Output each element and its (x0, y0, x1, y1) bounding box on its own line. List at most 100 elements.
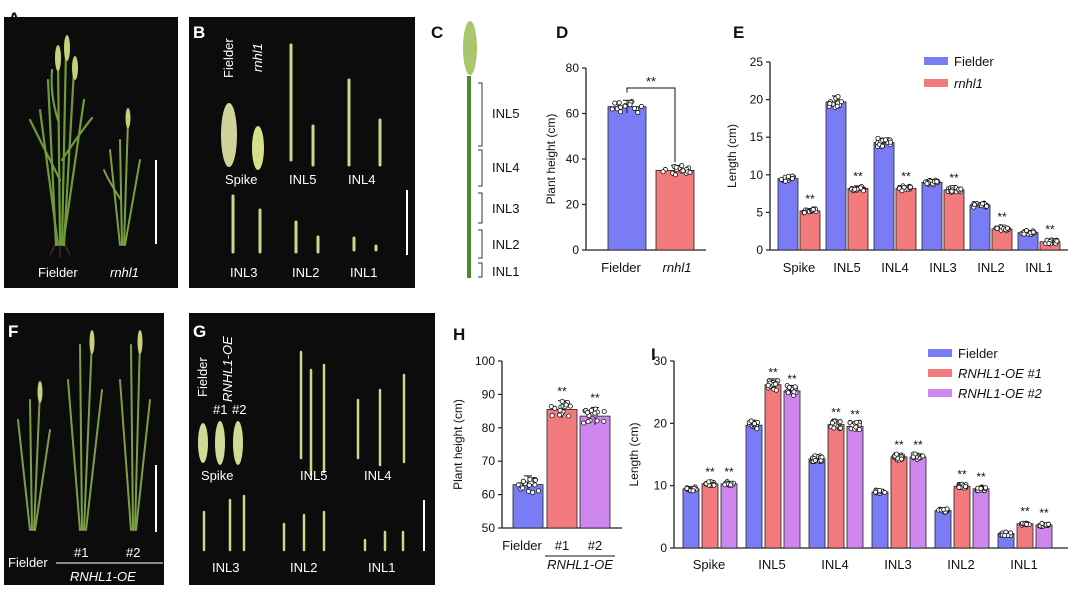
bar (783, 390, 801, 549)
rnhl1-spikes (125, 108, 131, 128)
bar (871, 491, 889, 549)
significance-label: ** (853, 169, 863, 183)
y-tick-label: 60 (566, 107, 580, 121)
data-point (601, 418, 607, 424)
bar (777, 178, 799, 251)
data-point (910, 454, 916, 460)
data-point (810, 206, 816, 212)
significance-label: ** (831, 406, 841, 420)
legend-label: RNHL1-OE #1 (958, 366, 1042, 381)
legend-swatch (924, 57, 948, 65)
data-point (773, 387, 779, 393)
data-point (592, 410, 598, 416)
chart-h: 50 60 70 80 90 100 Plant height (cm) Fielder ** #… (451, 354, 622, 572)
data-point (680, 168, 686, 174)
data-point (812, 457, 818, 463)
data-point (1046, 240, 1052, 246)
data-point (748, 418, 754, 424)
spikes-g (198, 421, 243, 465)
data-point (837, 419, 843, 425)
spikes-f (37, 330, 143, 403)
data-point (944, 506, 950, 512)
legend-swatch (928, 389, 952, 397)
data-point (789, 176, 795, 182)
x-tick-label: #2 (588, 538, 602, 553)
data-point (532, 477, 538, 483)
photo-b: B Fielder rnhl1 Spike INL5 INL4 INL3 INL… (189, 17, 415, 288)
bar (799, 210, 821, 251)
data-point (549, 413, 555, 419)
bar (827, 424, 845, 549)
label-inl1-b: INL1 (350, 265, 377, 280)
data-point (829, 420, 835, 426)
data-point (532, 482, 538, 488)
data-point (526, 482, 532, 488)
data-point (984, 203, 990, 209)
data-point (994, 225, 1000, 231)
data-point (934, 179, 940, 185)
significance-label: ** (705, 465, 715, 479)
significance-label: ** (768, 366, 778, 380)
data-point (956, 484, 962, 490)
group-label: RNHL1-OE (547, 557, 613, 572)
label-inl2-g: INL2 (290, 560, 317, 575)
bar (847, 187, 869, 251)
x-tick-label: INL5 (758, 557, 785, 572)
data-point (1030, 229, 1036, 235)
bar (873, 142, 895, 251)
significance-label: ** (787, 372, 797, 386)
label-fielder-a: Fielder (38, 265, 78, 280)
data-point (687, 169, 693, 175)
data-point (835, 94, 841, 100)
data-point (632, 105, 638, 111)
y-tick-label: 10 (750, 168, 764, 182)
data-point (778, 176, 784, 182)
y-tick-label: 80 (482, 421, 496, 435)
data-point (907, 184, 913, 190)
data-point (882, 137, 888, 143)
legend-label: Fielder (958, 346, 998, 361)
legend-label: rnhl1 (954, 76, 983, 91)
data-point (601, 408, 607, 414)
data-point (831, 425, 837, 431)
significance-label: ** (976, 470, 986, 484)
bar (934, 510, 952, 549)
data-point (672, 172, 678, 178)
photo-a: Fielder rnhl1 (4, 17, 178, 288)
label-spike-b: Spike (225, 172, 258, 187)
data-point (827, 101, 833, 107)
significance-label: ** (894, 438, 904, 452)
data-point (559, 398, 565, 404)
label-inl1-g: INL1 (368, 560, 395, 575)
y-axis-label: Length (cm) (725, 124, 739, 188)
label-inl3-g: INL3 (212, 560, 239, 575)
x-tick-label: INL3 (929, 260, 956, 275)
label-inl4-b: INL4 (348, 172, 375, 187)
photo-g: G Fielder RNHL1-OE #1 #2 Spike INL5 INL4… (189, 313, 435, 585)
data-point (609, 106, 615, 112)
data-point (622, 103, 628, 109)
x-tick-label: INL2 (977, 260, 1004, 275)
y-tick-label: 20 (654, 416, 668, 430)
chart-d: 0 20 40 60 80 Plant height (cm) ** Fielder rnhl1 (544, 61, 706, 275)
panel-letter-c: C (431, 23, 443, 42)
bar (720, 483, 738, 549)
internodes-b-bottom (231, 194, 378, 254)
bar (969, 204, 991, 251)
label-line1-g: #1 (213, 402, 227, 417)
data-point (527, 476, 533, 482)
significance-label: ** (901, 169, 911, 183)
data-point (660, 169, 666, 175)
x-tick-label: INL4 (821, 557, 848, 572)
data-point (627, 102, 633, 108)
bar (579, 415, 611, 529)
bar (655, 169, 695, 251)
label-line2-f: #2 (126, 545, 140, 560)
fielder-roots (49, 244, 71, 257)
data-point (584, 410, 590, 416)
data-point (887, 139, 893, 145)
y-tick-label: 60 (482, 488, 496, 502)
y-tick-label: 0 (756, 243, 763, 257)
data-point (567, 403, 573, 409)
y-axis-label: Plant height (cm) (544, 114, 558, 205)
